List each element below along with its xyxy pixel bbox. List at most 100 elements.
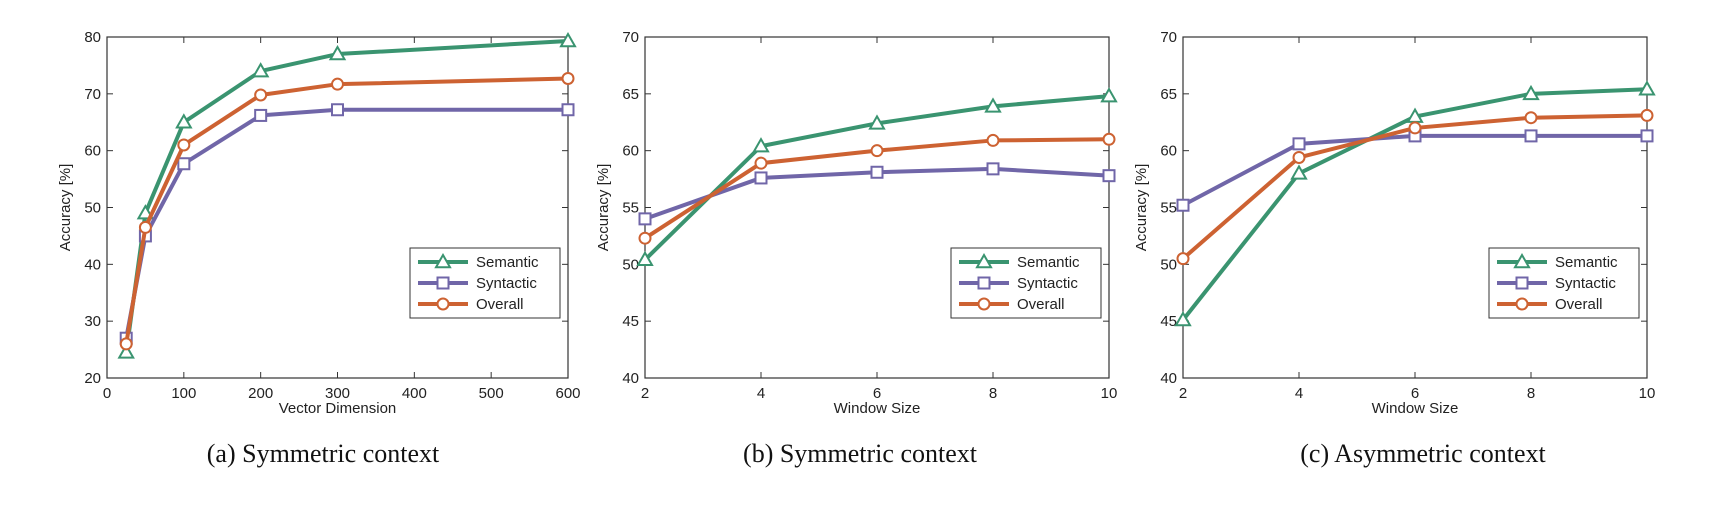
legend-item-syntactic: Syntactic: [1497, 275, 1616, 292]
y-tick-label: 30: [84, 313, 101, 330]
plot-frame: [644, 36, 1110, 379]
legend-marker: [977, 297, 991, 311]
legend: Semantic Syntactic Overall: [1488, 247, 1640, 319]
data-point-syntactic: [561, 103, 575, 117]
data-point-overall: [986, 133, 1000, 147]
legend-marker: [1515, 276, 1529, 290]
data-point-overall: [119, 337, 133, 351]
x-tick-label: 6: [1411, 385, 1419, 402]
data-point-semantic: [559, 31, 577, 48]
data-point-syntactic: [1524, 129, 1538, 143]
x-tick-label: 0: [103, 385, 111, 402]
data-point-syntactic: [638, 212, 652, 226]
y-tick-label: 50: [622, 256, 639, 273]
chart-panel-1: 0 100 200 300 400 500 600 20 30 40 50 60 70 80 Vector …: [57, 29, 581, 468]
legend-item-semantic: Semantic: [959, 252, 1080, 271]
y-tick-label: 70: [1160, 29, 1177, 46]
data-point-syntactic: [177, 157, 191, 171]
legend-marker: [1513, 252, 1531, 269]
data-point-semantic: [175, 113, 193, 129]
data-point-semantic: [1100, 87, 1118, 103]
x-tick-label: 500: [479, 385, 504, 402]
legend-item-overall: Overall: [418, 296, 524, 313]
y-axis-label: Accuracy [%]: [57, 164, 74, 252]
data-point-semantic: [984, 97, 1002, 113]
x-tick-label: 4: [1295, 385, 1303, 402]
data-point-overall: [1524, 111, 1538, 125]
y-tick-label: 50: [1160, 256, 1177, 273]
data-point-syntactic: [331, 103, 344, 117]
data-point-semantic: [752, 137, 770, 153]
data-point-semantic: [117, 343, 135, 359]
y-tick-label: 70: [84, 86, 101, 103]
legend-marker: [977, 276, 991, 290]
legend-label: Semantic: [1017, 254, 1080, 271]
y-tick-label: 60: [1160, 143, 1177, 160]
legend-label: Syntactic: [1555, 275, 1616, 292]
x-tick-label: 600: [555, 385, 580, 402]
data-point-semantic: [1290, 164, 1308, 180]
y-axis-label: Accuracy [%]: [595, 164, 612, 252]
legend-label: Semantic: [1555, 254, 1618, 271]
data-point-overall: [138, 220, 152, 234]
y-tick-label: 50: [84, 200, 101, 217]
legend-item-semantic: Semantic: [418, 252, 539, 271]
x-axis-label: Window Size: [834, 400, 921, 417]
data-point-semantic: [1522, 84, 1540, 101]
y-tick-label: 55: [1160, 200, 1177, 217]
data-point-overall: [254, 88, 268, 102]
x-tick-label: 400: [402, 385, 427, 402]
x-tick-label: 4: [757, 385, 765, 402]
data-point-overall: [561, 71, 575, 85]
x-tick-label: 200: [248, 385, 273, 402]
y-tick-label: 40: [1160, 370, 1177, 387]
data-point-overall: [331, 77, 344, 91]
data-point-semantic: [251, 62, 270, 78]
chart-panel-3: 2 4 6 8 10 40 45 50 55 60 65 70 Window Size Accuracy …: [1133, 29, 1656, 468]
x-tick-label: 6: [873, 385, 881, 402]
data-point-syntactic: [1176, 198, 1190, 212]
legend-item-syntactic: Syntactic: [959, 275, 1078, 292]
figure-caption: (a) Symmetric context: [207, 439, 440, 468]
y-tick-label: 70: [622, 29, 639, 46]
data-point-syntactic: [1102, 169, 1116, 183]
data-point-overall: [1292, 150, 1306, 164]
legend-marker: [434, 252, 452, 269]
y-tick-label: 20: [84, 370, 101, 387]
data-point-overall: [638, 231, 652, 245]
figure-caption: (b) Symmetric context: [743, 439, 978, 468]
data-point-overall: [754, 156, 768, 170]
legend-marker: [436, 297, 450, 311]
y-tick-label: 45: [1160, 313, 1177, 330]
chart-panel-2: 2 4 6 8 10 40 45 50 55 60 65 70 Window Size Accuracy …: [595, 29, 1118, 468]
legend-label: Overall: [476, 296, 524, 313]
series-line-overall: [124, 76, 569, 345]
data-point-overall: [1640, 108, 1654, 122]
data-point-overall: [870, 144, 884, 158]
legend-item-semantic: Semantic: [1497, 252, 1618, 271]
data-point-syntactic: [870, 165, 884, 179]
y-tick-label: 80: [84, 29, 101, 46]
legend: Semantic Syntactic Overall: [409, 247, 561, 319]
legend-item-overall: Overall: [959, 296, 1065, 313]
data-point-semantic: [1174, 311, 1192, 327]
data-point-syntactic: [1292, 137, 1306, 151]
legend-label: Overall: [1017, 296, 1065, 313]
y-tick-label: 60: [622, 143, 639, 160]
y-tick-label: 60: [84, 143, 101, 160]
x-tick-label: 10: [1639, 385, 1656, 402]
plot-frame: [1182, 36, 1648, 379]
y-tick-label: 40: [622, 370, 639, 387]
x-axis-label: Vector Dimension: [279, 400, 397, 417]
y-tick-label: 55: [622, 200, 639, 217]
data-point-overall: [1408, 121, 1422, 135]
x-tick-label: 8: [1527, 385, 1535, 402]
x-tick-label: 2: [641, 385, 649, 402]
legend-marker: [1515, 297, 1529, 311]
y-tick-label: 65: [622, 86, 639, 103]
data-point-syntactic: [1640, 129, 1654, 143]
legend-item-overall: Overall: [1497, 296, 1603, 313]
data-point-syntactic: [254, 108, 268, 122]
x-tick-label: 2: [1179, 385, 1187, 402]
